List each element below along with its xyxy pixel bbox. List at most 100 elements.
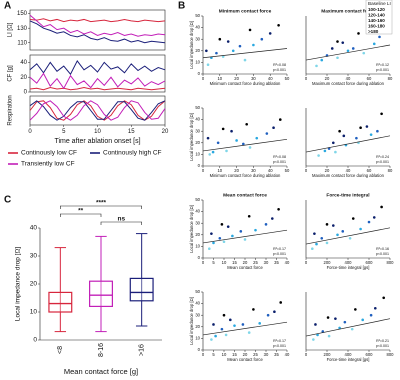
- x-tick-label: 0: [28, 129, 32, 135]
- scatter-point: [214, 334, 217, 338]
- scatter-point: [252, 43, 255, 47]
- scatter-point: [220, 223, 224, 226]
- fit-line: [305, 227, 391, 245]
- series-line: [29, 87, 166, 91]
- stat-text: R²=0.24: [376, 155, 389, 159]
- box: [129, 277, 154, 302]
- legend-label: Continously high CF: [103, 150, 162, 157]
- x-tick-label: 600: [366, 260, 374, 265]
- x-tick-label: 30: [251, 76, 256, 81]
- scatter-point: [332, 224, 335, 227]
- x-tick-label: 0: [305, 168, 308, 173]
- y-axis-label: Local impedance drop [Ω]: [189, 297, 194, 345]
- scatter-point: [271, 217, 274, 220]
- y-axis-label: Local impedance drop [Ω]: [189, 21, 194, 69]
- x-axis-label: Maximum contact force during ablation: [312, 81, 385, 86]
- y-tick-label: 10: [195, 152, 200, 157]
- stat-text: p<0.001: [273, 344, 286, 348]
- x-tick-label: 200: [324, 260, 332, 265]
- y-tick-label: 40: [195, 209, 200, 214]
- scatter-point: [264, 223, 268, 226]
- scatter-point: [243, 238, 247, 241]
- y-axis-label: LI [Ω]: [8, 22, 14, 37]
- x-tick-label: 20: [325, 168, 330, 173]
- scatter-point: [351, 47, 355, 50]
- scatter-point: [231, 49, 235, 53]
- x-tick-label: 20: [234, 76, 239, 81]
- scatter-point: [330, 47, 334, 50]
- y-tick-label: 20: [195, 232, 200, 237]
- scatter-point: [268, 32, 272, 35]
- scatter-point: [210, 232, 213, 235]
- series-line: [29, 59, 166, 76]
- scatter-point: [359, 126, 362, 130]
- scatter-point: [231, 234, 234, 238]
- scatter-point: [254, 228, 257, 232]
- x-tick-label: 20: [162, 129, 169, 135]
- scatter-point: [362, 51, 366, 55]
- scatter-point: [323, 149, 327, 153]
- scatter-point: [222, 313, 226, 317]
- scatter-point: [350, 327, 354, 331]
- x-tick-label: 15: [232, 352, 237, 357]
- y-axis-label: Respiration: [8, 95, 14, 125]
- scatter-point: [225, 149, 228, 153]
- scatter-point: [220, 327, 224, 331]
- scatter-point: [336, 56, 339, 60]
- panel-letter: C: [4, 195, 11, 206]
- scatter-point: [224, 333, 228, 337]
- plot-frame: [29, 9, 166, 51]
- scatter-point: [212, 241, 215, 245]
- scatter-point: [369, 133, 373, 136]
- series-line: [29, 100, 166, 121]
- scatter-point: [222, 240, 226, 244]
- scatter-point: [273, 310, 276, 314]
- scatter-point: [354, 308, 357, 311]
- y-tick-label: 30: [195, 36, 200, 41]
- x-tick-label: 15: [232, 260, 237, 265]
- x-tick-label: 10: [94, 129, 101, 135]
- stat-text: p<0.001: [376, 160, 389, 164]
- legend-title: Baseline LI: [368, 1, 391, 6]
- x-axis-label: Mean contact force: [227, 357, 263, 362]
- scatter-point: [272, 126, 275, 130]
- panel-letter: A: [4, 1, 11, 12]
- x-tick-label: 80: [388, 76, 393, 81]
- stat-text: p<0.001: [273, 68, 286, 72]
- x-tick-label: 10: [222, 352, 227, 357]
- scatter-point: [327, 334, 331, 338]
- x-axis-label: Time after ablation onset [s]: [54, 138, 140, 145]
- x-tick-label: 800: [387, 352, 395, 357]
- fit-line: [202, 138, 288, 152]
- stat-text: R²=0.08: [273, 155, 286, 159]
- scatter-point: [320, 236, 324, 240]
- legend-label: Transiently low CF: [21, 161, 75, 168]
- y-tick-label: 0: [33, 337, 37, 344]
- scatter-point: [211, 150, 215, 154]
- scatter-point: [343, 320, 347, 324]
- stat-text: p<0.001: [376, 252, 389, 256]
- x-axis-label: Mean contact force: [227, 265, 263, 270]
- y-axis-label: Local impedance drop [Ω]: [15, 247, 22, 321]
- scatter-point: [325, 241, 329, 245]
- scatter-point: [338, 326, 341, 330]
- significance-label: ****: [96, 200, 107, 207]
- x-tick-label: <8: [57, 346, 64, 354]
- series-line: [29, 100, 166, 121]
- y-tick-label: 0: [198, 71, 201, 76]
- scatter-point: [342, 134, 346, 138]
- scatter-point: [334, 150, 337, 154]
- scatter-point: [247, 214, 251, 218]
- x-tick-label: 10: [217, 76, 222, 81]
- scatter-point: [311, 247, 314, 251]
- fit-line: [305, 318, 391, 337]
- x-tick-label: 0: [202, 168, 205, 173]
- x-tick-label: 40: [268, 76, 273, 81]
- scatter-point: [376, 129, 379, 133]
- x-tick-label: 0: [202, 76, 205, 81]
- scatter-point: [226, 40, 230, 43]
- y-tick-label: 130: [17, 26, 28, 32]
- stat-text: R²=0.17: [273, 247, 286, 251]
- y-tick-label: 50: [195, 197, 200, 202]
- scatter-point: [365, 125, 369, 128]
